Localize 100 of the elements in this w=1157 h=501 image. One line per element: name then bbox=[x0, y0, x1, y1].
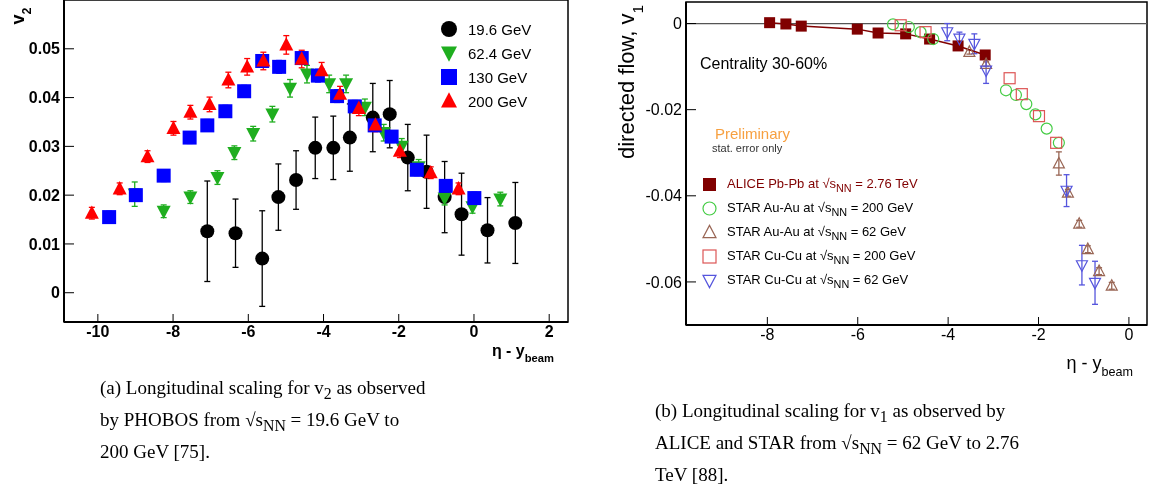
y-tick-label: -0.02 bbox=[645, 101, 683, 119]
point bbox=[963, 45, 976, 57]
y-tick-label: 0 bbox=[51, 284, 61, 302]
point bbox=[246, 128, 261, 142]
x-axis-title: η - y$_{beam}$ bbox=[491, 342, 555, 364]
x-tick-label: -8 bbox=[760, 326, 775, 344]
y-tick-label: 0.02 bbox=[28, 186, 61, 204]
x-tick-label: 2 bbox=[544, 323, 554, 341]
y-tick-label: 0.04 bbox=[28, 89, 61, 107]
x-tick-label: -2 bbox=[391, 323, 406, 341]
point bbox=[894, 19, 907, 32]
point bbox=[795, 20, 807, 32]
point bbox=[200, 224, 215, 239]
point bbox=[423, 165, 438, 179]
point bbox=[480, 223, 495, 238]
point bbox=[1088, 277, 1102, 290]
legend-label: STAR Cu-Cu at √s$_{NN}$ = 62 GeV bbox=[727, 271, 909, 290]
legend-label: STAR Cu-Cu at √s$_{NN}$ = 200 GeV bbox=[727, 247, 916, 266]
point bbox=[326, 140, 341, 155]
point bbox=[980, 65, 993, 78]
point bbox=[999, 84, 1013, 97]
point bbox=[902, 20, 915, 34]
point bbox=[1052, 156, 1065, 169]
point bbox=[914, 26, 927, 39]
x-tick-label: -6 bbox=[850, 326, 865, 344]
point bbox=[1003, 72, 1016, 85]
point bbox=[112, 181, 127, 195]
legend-label: 62.4 GeV bbox=[468, 44, 532, 62]
y-tick-label: 0.05 bbox=[28, 40, 61, 58]
legend-label: STAR Au-Au at √s$_{NN}$ = 62 GeV bbox=[727, 223, 906, 242]
legend-label: ALICE Pb-Pb at √s$_{NN}$ = 2.76 TeV bbox=[727, 175, 918, 194]
point bbox=[919, 26, 932, 39]
x-tick-label: -6 bbox=[241, 323, 256, 341]
point bbox=[279, 37, 294, 51]
point bbox=[467, 191, 482, 206]
point bbox=[308, 140, 323, 155]
point bbox=[941, 27, 954, 39]
point bbox=[339, 78, 354, 92]
point bbox=[1020, 97, 1033, 111]
point bbox=[265, 108, 280, 122]
legend-label: 200 GeV bbox=[468, 92, 528, 110]
point bbox=[1009, 88, 1023, 102]
point bbox=[237, 84, 252, 99]
y-tick-label: 0 bbox=[673, 15, 683, 33]
point bbox=[454, 207, 469, 222]
point bbox=[102, 210, 117, 225]
point bbox=[271, 190, 286, 205]
y-tick-label: -0.06 bbox=[645, 273, 683, 291]
text: (a) Longitudinal scaling for v$_{2}$ as observed by PHOBOS from √s$_{NN}$ = 19.6 GeV to 200 GeV [75]. bbox=[100, 377, 426, 462]
point bbox=[508, 215, 523, 230]
point bbox=[156, 168, 171, 183]
point bbox=[182, 130, 197, 145]
point bbox=[84, 205, 99, 219]
point bbox=[1075, 260, 1089, 272]
point bbox=[351, 100, 366, 114]
point bbox=[1015, 88, 1028, 101]
legend-label: 19.6 GeV bbox=[468, 20, 532, 38]
x-tick-label: -4 bbox=[941, 326, 956, 344]
point bbox=[438, 178, 453, 193]
point bbox=[780, 18, 792, 30]
x-tick-label: -2 bbox=[1031, 326, 1046, 344]
point bbox=[342, 130, 357, 145]
x-tick-label: -4 bbox=[316, 323, 331, 341]
y-tick-label: 0.01 bbox=[28, 235, 61, 253]
point bbox=[218, 104, 233, 119]
annotation: stat. error only bbox=[712, 142, 784, 154]
point bbox=[200, 118, 215, 133]
point bbox=[322, 78, 337, 92]
x-tick-label: -10 bbox=[86, 323, 110, 341]
point bbox=[240, 59, 255, 73]
annotation: Centrality 30-60% bbox=[700, 55, 829, 73]
point bbox=[980, 57, 993, 70]
point bbox=[952, 40, 964, 52]
x-tick-label: 0 bbox=[469, 323, 479, 341]
point bbox=[384, 129, 399, 144]
point bbox=[968, 38, 981, 51]
point bbox=[851, 23, 863, 35]
annotation: Preliminary bbox=[715, 125, 791, 142]
legend-label: STAR Au-Au at √s$_{NN}$ = 200 GeV bbox=[727, 199, 914, 218]
point bbox=[156, 205, 171, 219]
text: (b) Longitudinal scaling for v$_{1}$ as observed by ALICE and STAR from √s$_{NN}$ = 62 GeV to 2.76 TeV [88]. bbox=[655, 400, 1020, 485]
point bbox=[927, 32, 940, 46]
point bbox=[382, 107, 397, 122]
y-tick-label: -0.04 bbox=[645, 187, 683, 205]
point bbox=[886, 18, 900, 31]
x-axis-title: η - y$_{beam}$ bbox=[1066, 353, 1133, 379]
point bbox=[764, 17, 776, 29]
point bbox=[272, 59, 287, 74]
point bbox=[872, 27, 884, 39]
point bbox=[228, 226, 243, 241]
point bbox=[1040, 122, 1053, 135]
point bbox=[255, 251, 270, 266]
point bbox=[493, 193, 508, 207]
x-tick-label: 0 bbox=[1124, 326, 1134, 344]
point bbox=[1032, 110, 1046, 123]
point bbox=[283, 82, 298, 97]
point bbox=[1029, 108, 1042, 121]
y-tick-label: 0.03 bbox=[28, 138, 61, 156]
x-tick-label: -8 bbox=[165, 323, 181, 341]
point bbox=[289, 173, 304, 188]
